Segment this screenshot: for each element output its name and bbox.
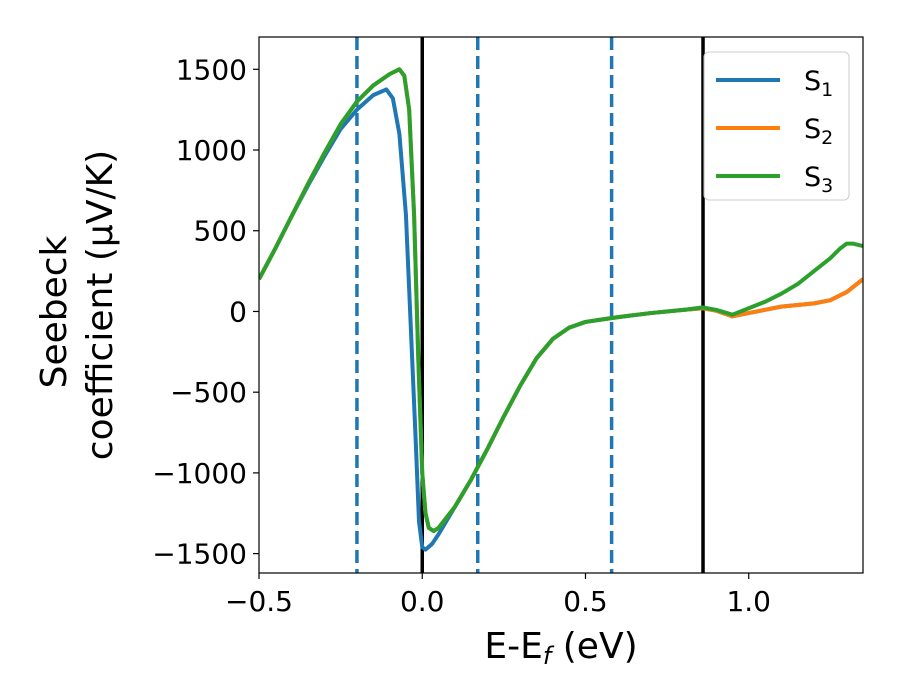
y-tick-label: 500 <box>194 215 247 248</box>
x-axis-ticks: −0.5 0.0 0.5 1.0 <box>225 573 771 618</box>
x-tick-label: 0.0 <box>400 585 445 618</box>
series-lines <box>259 67 863 552</box>
series-line-3 <box>259 67 863 534</box>
y-tick-label: 0 <box>229 295 247 328</box>
plot-area <box>259 37 863 573</box>
y-axis-label-line1: Seebeck <box>34 235 75 388</box>
y-tick-label: 1000 <box>176 134 247 167</box>
x-tick-label: 1.0 <box>726 585 771 618</box>
y-tick-label: −1500 <box>152 538 247 571</box>
y-tick-label: −500 <box>170 376 247 409</box>
vertical-lines <box>355 37 705 573</box>
y-tick-label: 1500 <box>176 53 247 86</box>
y-tick-label: −1000 <box>152 457 247 490</box>
legend-label-1: S1 <box>804 66 833 101</box>
y-axis-label-line2: coefficient (μV/K) <box>80 150 121 460</box>
plot-frame <box>258 36 864 574</box>
legend: S1 S2 S3 <box>703 51 850 201</box>
y-axis-ticks: −1500 −1000 −500 0 500 1000 1500 <box>152 53 259 571</box>
legend-label-2: S2 <box>804 114 833 149</box>
x-axis-label: E-Ef (eV) <box>484 626 637 670</box>
x-tick-label: 0.5 <box>563 585 608 618</box>
legend-label-3: S3 <box>804 162 833 197</box>
x-tick-label: −0.5 <box>225 585 293 618</box>
